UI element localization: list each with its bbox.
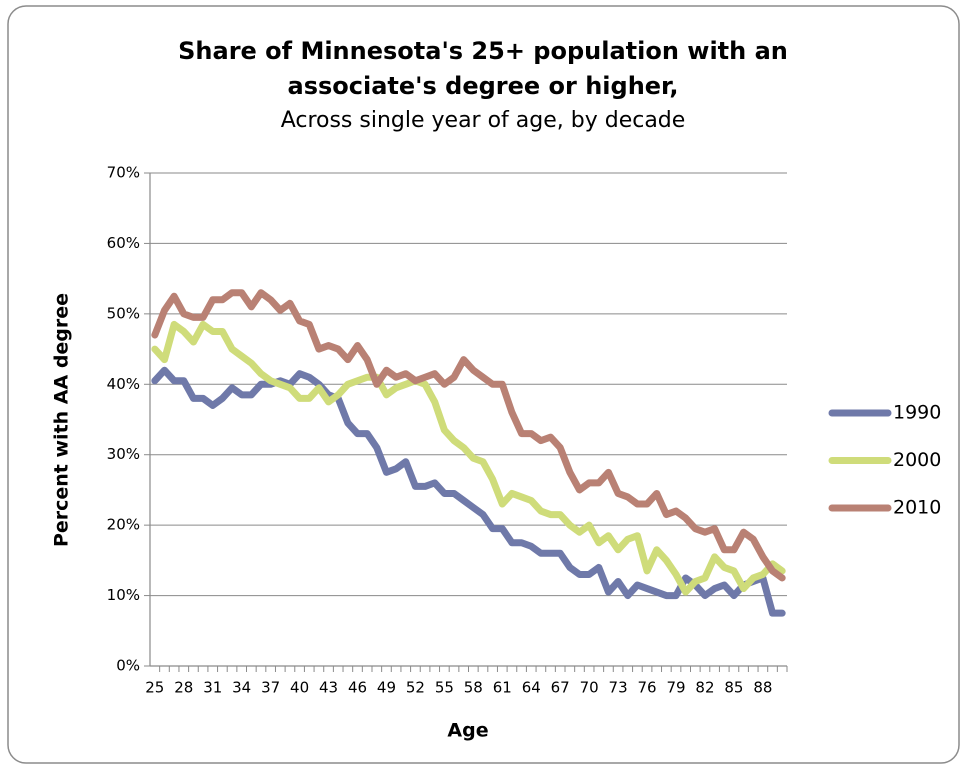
x-tick-label: 46 xyxy=(348,679,367,697)
x-tick-label: 67 xyxy=(551,679,570,697)
x-tick-label: 49 xyxy=(377,679,396,697)
x-tick-label: 34 xyxy=(232,679,251,697)
y-tick-label: 30% xyxy=(107,445,140,463)
x-tick-label: 73 xyxy=(609,679,628,697)
x-tick-label: 79 xyxy=(666,679,685,697)
chart-title: Share of Minnesota's 25+ population with… xyxy=(178,37,788,65)
chart-subtitle: Across single year of age, by decade xyxy=(281,108,686,133)
x-tick-label: 82 xyxy=(695,679,714,697)
x-tick-label: 37 xyxy=(261,679,280,697)
x-tick-label: 76 xyxy=(638,679,657,697)
x-tick-label: 85 xyxy=(724,679,743,697)
x-tick-label: 25 xyxy=(145,679,164,697)
x-tick-label: 64 xyxy=(522,679,541,697)
x-tick-label: 52 xyxy=(406,679,425,697)
x-tick-label: 40 xyxy=(290,679,309,697)
x-tick-label: 31 xyxy=(203,679,222,697)
x-tick-label: 55 xyxy=(435,679,454,697)
y-tick-label: 50% xyxy=(107,304,140,322)
series-line xyxy=(151,289,786,582)
y-tick-label: 10% xyxy=(107,586,140,604)
series-line xyxy=(151,366,786,617)
x-tick-label: 61 xyxy=(493,679,512,697)
legend-label: 2010 xyxy=(893,497,941,519)
legend-label: 2000 xyxy=(893,449,941,471)
x-tick-label: 58 xyxy=(464,679,483,697)
y-axis-label: Percent with AA degree xyxy=(51,293,73,547)
y-tick-label: 70% xyxy=(107,164,140,182)
y-tick-label: 60% xyxy=(107,234,140,252)
x-tick-label: 28 xyxy=(174,679,193,697)
x-tick-label: 70 xyxy=(580,679,599,697)
legend-label: 1990 xyxy=(893,402,941,424)
y-tick-label: 0% xyxy=(116,657,140,675)
x-tick-label: 43 xyxy=(319,679,338,697)
x-tick-label: 88 xyxy=(753,679,772,697)
series-line xyxy=(151,320,786,596)
x-axis-label: Age xyxy=(447,720,488,742)
y-tick-label: 40% xyxy=(107,375,140,393)
y-tick-label: 20% xyxy=(107,516,140,534)
chart-title: associate's degree or higher, xyxy=(288,72,679,100)
